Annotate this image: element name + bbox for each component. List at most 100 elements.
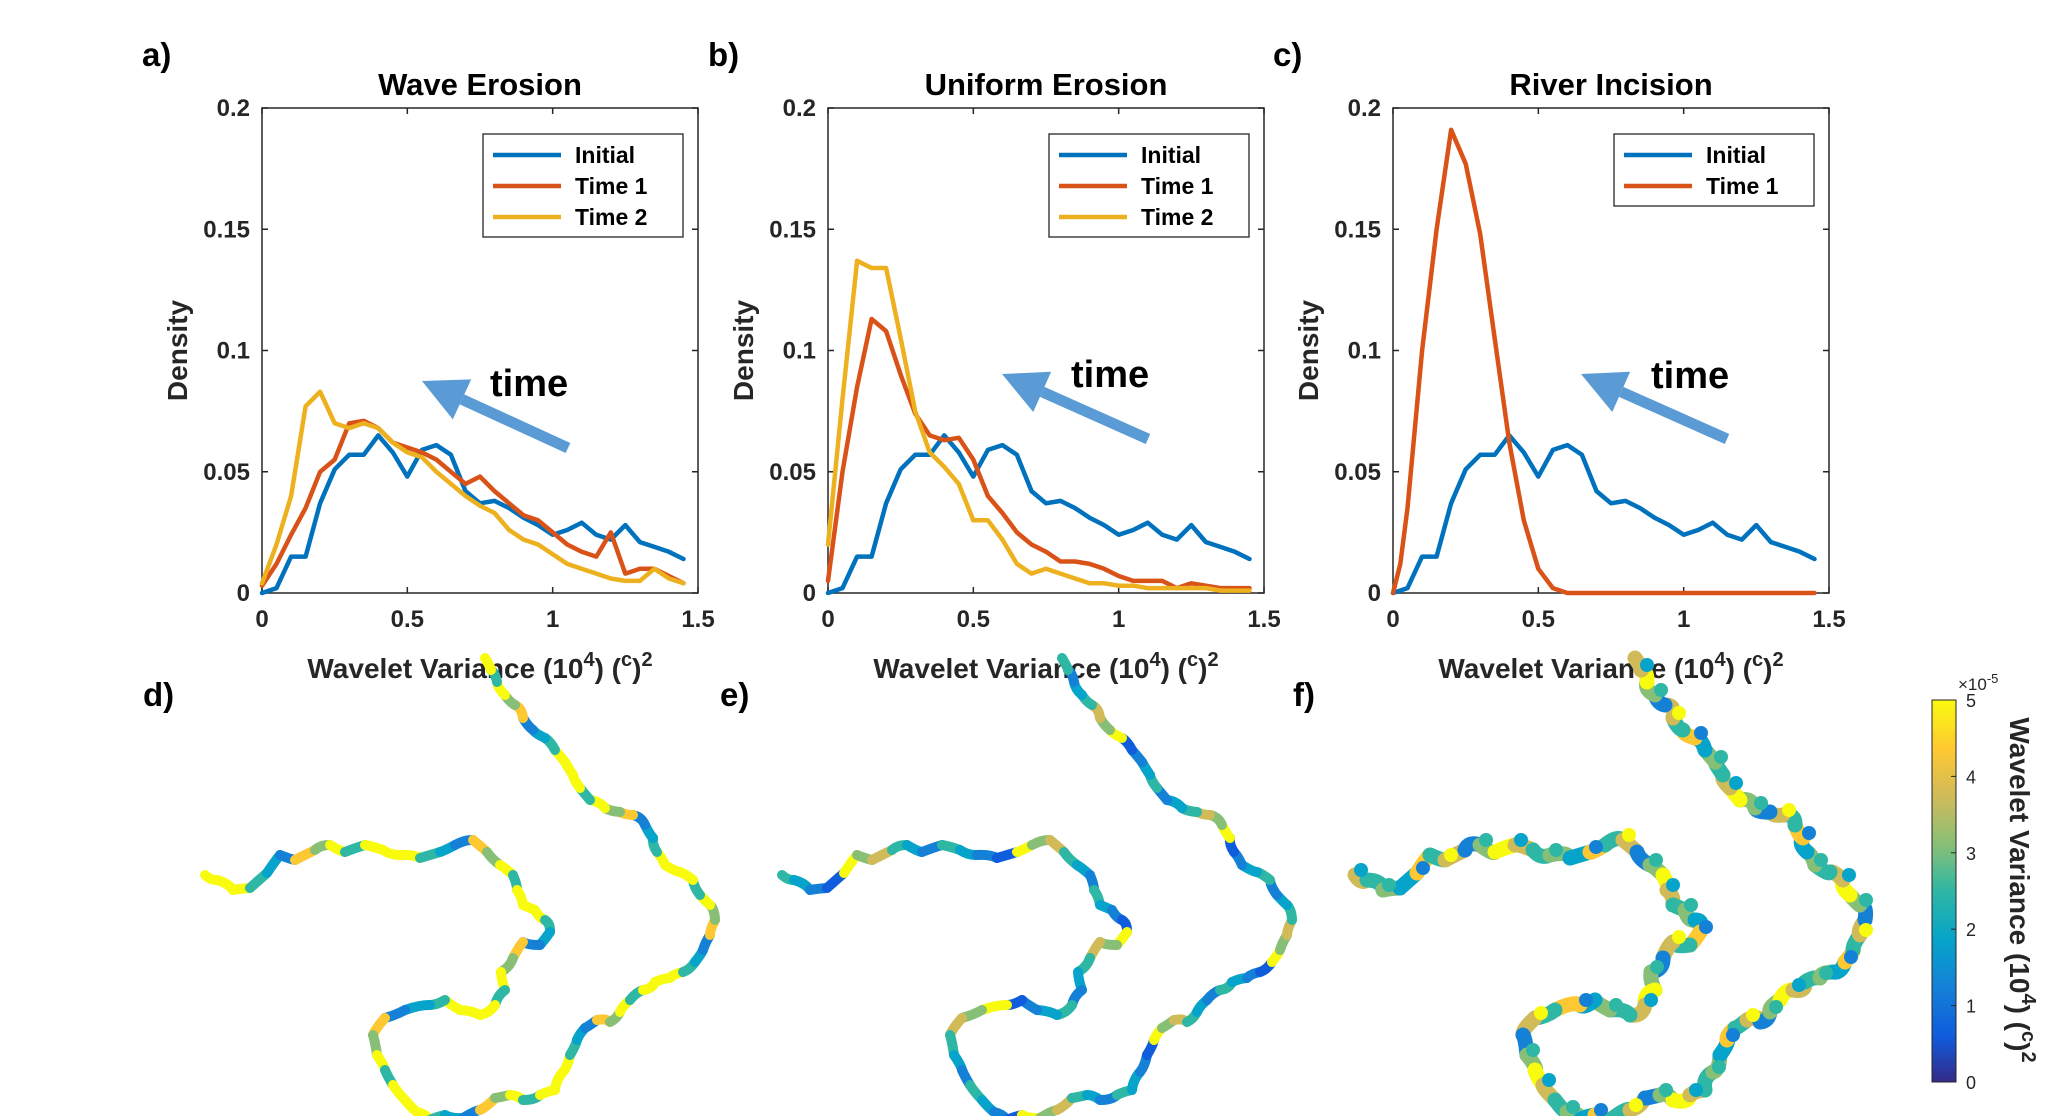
colorbar-label-part: Wavelet Variance (10 <box>2004 717 2035 993</box>
colorbar-exponent: ×10-5 <box>1958 671 1998 694</box>
coastline-blob <box>1754 796 1768 810</box>
coastline-blob <box>1479 833 1493 847</box>
coastline-blob <box>1514 833 1528 847</box>
coastline-blob <box>1714 750 1728 764</box>
coastline-blob <box>1644 993 1658 1007</box>
x-axis-label-part: Wavelet Variance (10 <box>1438 653 1714 684</box>
x-tick-label: 0 <box>255 606 268 633</box>
x-axis-label-part: 2 <box>1772 649 1783 671</box>
x-tick-label: 0.5 <box>391 606 424 633</box>
coastline-blob <box>1629 1098 1643 1112</box>
y-tick-label: 0.15 <box>1334 216 1381 243</box>
coastline-blob <box>1354 863 1368 877</box>
coastline-blob <box>1689 1083 1703 1097</box>
coastline-blob <box>1666 878 1680 892</box>
coastline-blob <box>1654 683 1668 697</box>
time-arrow-shaft <box>1039 386 1151 445</box>
x-axis-label: Wavelet Variance (104) (c)2 <box>1438 649 1783 684</box>
legend-label: Time 1 <box>1141 173 1214 199</box>
series-line-initial <box>1390 433 1817 596</box>
coastline-segment <box>412 1107 434 1116</box>
time-arrow-head <box>1002 371 1052 412</box>
panel-label: b) <box>708 36 739 73</box>
coastline-blob <box>1712 1060 1726 1074</box>
coastline-blob <box>1382 878 1396 892</box>
coastline-blob <box>1792 978 1806 992</box>
y-tick-label: 0 <box>803 580 816 607</box>
legend-label: Time 2 <box>1141 204 1213 230</box>
legend-label: Initial <box>1706 142 1766 168</box>
time-arrow-head <box>1581 371 1631 412</box>
series-line-time-1 <box>1390 127 1817 596</box>
x-axis-label-part: ) ( <box>595 653 622 684</box>
time-arrow-shaft <box>1618 386 1730 445</box>
charts-layer: 0 0.05 0.1 0.15 0.2 0 0.5 1 1.5 Wave Erosion a) Den… <box>142 36 1846 684</box>
x-axis-label-part: 4 <box>583 649 595 671</box>
x-axis-label-part: ) <box>632 653 641 684</box>
coastline-blob <box>1594 1103 1608 1116</box>
x-tick-label: 1 <box>1677 606 1690 633</box>
colorbar-tick-label: 4 <box>1966 767 1976 787</box>
x-axis-label-part: c <box>621 649 632 671</box>
colorbar-label-part: c <box>2017 1031 2039 1042</box>
coastline-blob <box>1694 726 1708 740</box>
y-tick-label: 0.05 <box>769 459 816 486</box>
x-axis-label: Wavelet Variance (104) (c)2 <box>873 649 1218 684</box>
x-axis-label-part: ) ( <box>1726 653 1753 684</box>
legend-label: Initial <box>575 142 635 168</box>
time-arrow-head <box>422 379 472 420</box>
x-tick-label: 0.5 <box>957 606 990 633</box>
x-axis-label-part: ) <box>1763 653 1772 684</box>
coastline-blob <box>1814 853 1828 867</box>
y-axis-label: Density <box>1293 300 1324 402</box>
x-axis-label-part: c <box>1187 649 1198 671</box>
coastline-blob <box>1842 868 1856 882</box>
coastline-blob <box>1859 893 1873 907</box>
series-line-time-2 <box>825 258 1252 593</box>
y-tick-label: 0.15 <box>769 216 816 243</box>
chart-title: River Incision <box>1509 67 1712 102</box>
panel-label: c) <box>1273 36 1302 73</box>
y-tick-label: 0.1 <box>783 338 816 365</box>
coastline-blob <box>1640 658 1654 672</box>
chart-title: Uniform Erosion <box>925 67 1168 102</box>
time-annotation: time <box>1651 355 1729 397</box>
legend-label: Time 1 <box>575 173 648 199</box>
colorbar-label-part: ) ( <box>2004 1005 2035 1032</box>
coastline-blob <box>1609 998 1623 1012</box>
coastline-blob <box>1534 1006 1548 1020</box>
coastline-blob <box>1672 706 1686 720</box>
panel-label: f) <box>1293 676 1315 713</box>
colorbar-tick-label: 2 <box>1966 920 1976 940</box>
time-arrow-shaft <box>459 394 571 453</box>
y-axis-label: Density <box>162 300 193 402</box>
y-tick-label: 0.2 <box>217 95 250 122</box>
x-tick-label: 0.5 <box>1522 606 1555 633</box>
coastline-blob <box>1859 923 1873 937</box>
colorbar-gradient <box>1931 699 1957 1083</box>
coastline-blob <box>1589 840 1603 854</box>
panel-label: e) <box>720 676 749 713</box>
coastline-map-3: f) <box>1293 650 1874 1116</box>
x-tick-label: 0 <box>1386 606 1399 633</box>
coastline-blob <box>1622 828 1636 842</box>
time-annotation: time <box>1071 354 1149 396</box>
chart-panel-1: 0 0.05 0.1 0.15 0.2 0 0.5 1 1.5 Wave Erosion a) Den… <box>142 36 715 684</box>
x-axis-label-part: Wavelet Variance (10 <box>307 653 583 684</box>
coastline-blob <box>1769 1000 1783 1014</box>
coastline-blob <box>1542 1073 1556 1087</box>
colorbar-label: Wavelet Variance (104) (c)2 <box>2004 717 2039 1062</box>
y-tick-label: 0.2 <box>1348 95 1381 122</box>
coastline-blob <box>1844 950 1858 964</box>
coastline-blob <box>1802 826 1816 840</box>
maps-layer: d) e) f) <box>143 650 1874 1116</box>
coastline-blob <box>1566 1100 1580 1114</box>
chart-panel-2: 0 0.05 0.1 0.15 0.2 0 0.5 1 1.5 Uniform Erosion b)… <box>708 36 1281 684</box>
x-axis-label-part: 2 <box>641 649 652 671</box>
y-tick-label: 0.1 <box>1348 338 1381 365</box>
coastline-blob <box>1726 1028 1740 1042</box>
x-tick-label: 1.5 <box>1247 606 1280 633</box>
colorbar-label-part: ) <box>2004 1042 2035 1051</box>
